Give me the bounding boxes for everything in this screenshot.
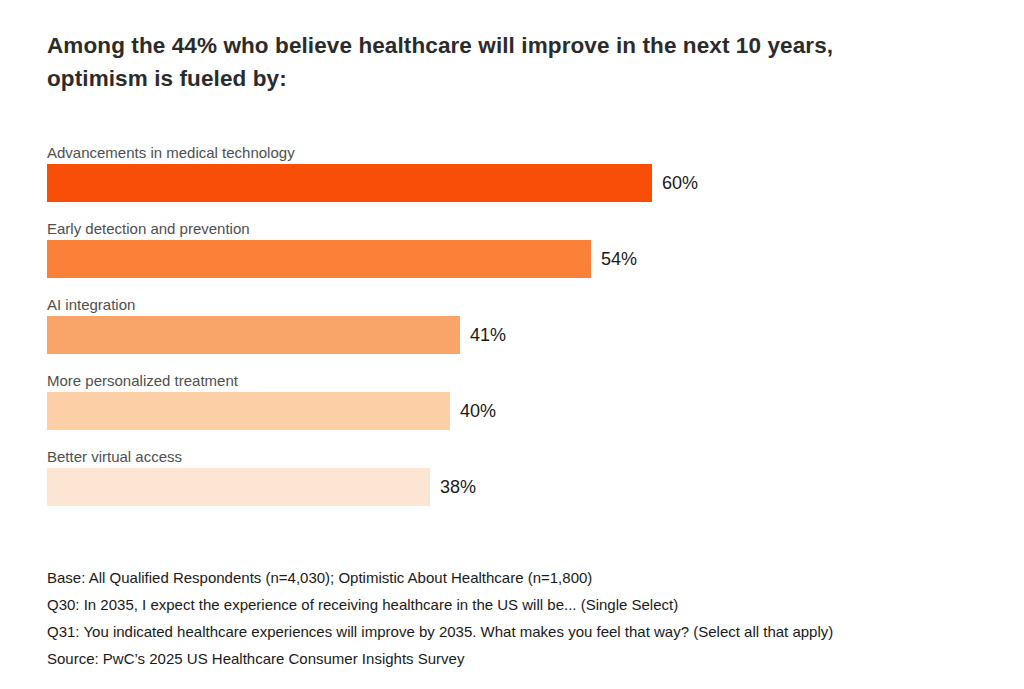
bar-category-label: Advancements in medical technology bbox=[47, 144, 984, 164]
bar-row: AI integration 41% bbox=[47, 296, 984, 372]
bar-value-label: 60% bbox=[662, 173, 698, 194]
bar-line: 40% bbox=[47, 392, 984, 430]
bar bbox=[47, 240, 591, 278]
bar-line: 54% bbox=[47, 240, 984, 278]
bar-line: 38% bbox=[47, 468, 984, 506]
footnote-q30: Q30: In 2035, I expect the experience of… bbox=[47, 591, 984, 618]
bar-category-label: Early detection and prevention bbox=[47, 220, 984, 240]
bar-category-label: AI integration bbox=[47, 296, 984, 316]
bar-line: 60% bbox=[47, 164, 984, 202]
bar bbox=[47, 468, 430, 506]
bar bbox=[47, 392, 450, 430]
bar-category-label: More personalized treatment bbox=[47, 372, 984, 392]
bar bbox=[47, 316, 460, 354]
bar bbox=[47, 164, 652, 202]
bar-row: Early detection and prevention 54% bbox=[47, 220, 984, 296]
footnote-base: Base: All Qualified Respondents (n=4,030… bbox=[47, 564, 984, 591]
footnote-q31: Q31: You indicated healthcare experience… bbox=[47, 618, 984, 645]
chart-page: Among the 44% who believe healthcare wil… bbox=[0, 0, 1024, 689]
bar-row: Advancements in medical technology 60% bbox=[47, 144, 984, 220]
bar-value-label: 41% bbox=[470, 325, 506, 346]
bar-category-label: Better virtual access bbox=[47, 448, 984, 468]
bar-row: Better virtual access 38% bbox=[47, 448, 984, 524]
bar-row: More personalized treatment 40% bbox=[47, 372, 984, 448]
bar-chart: Advancements in medical technology 60% E… bbox=[47, 144, 984, 524]
bar-value-label: 38% bbox=[440, 477, 476, 498]
chart-title: Among the 44% who believe healthcare wil… bbox=[47, 30, 932, 95]
footnote-source: Source: PwC’s 2025 US Healthcare Consume… bbox=[47, 645, 984, 672]
bar-line: 41% bbox=[47, 316, 984, 354]
bar-value-label: 54% bbox=[601, 249, 637, 270]
bar-value-label: 40% bbox=[460, 401, 496, 422]
footnotes: Base: All Qualified Respondents (n=4,030… bbox=[47, 564, 984, 672]
